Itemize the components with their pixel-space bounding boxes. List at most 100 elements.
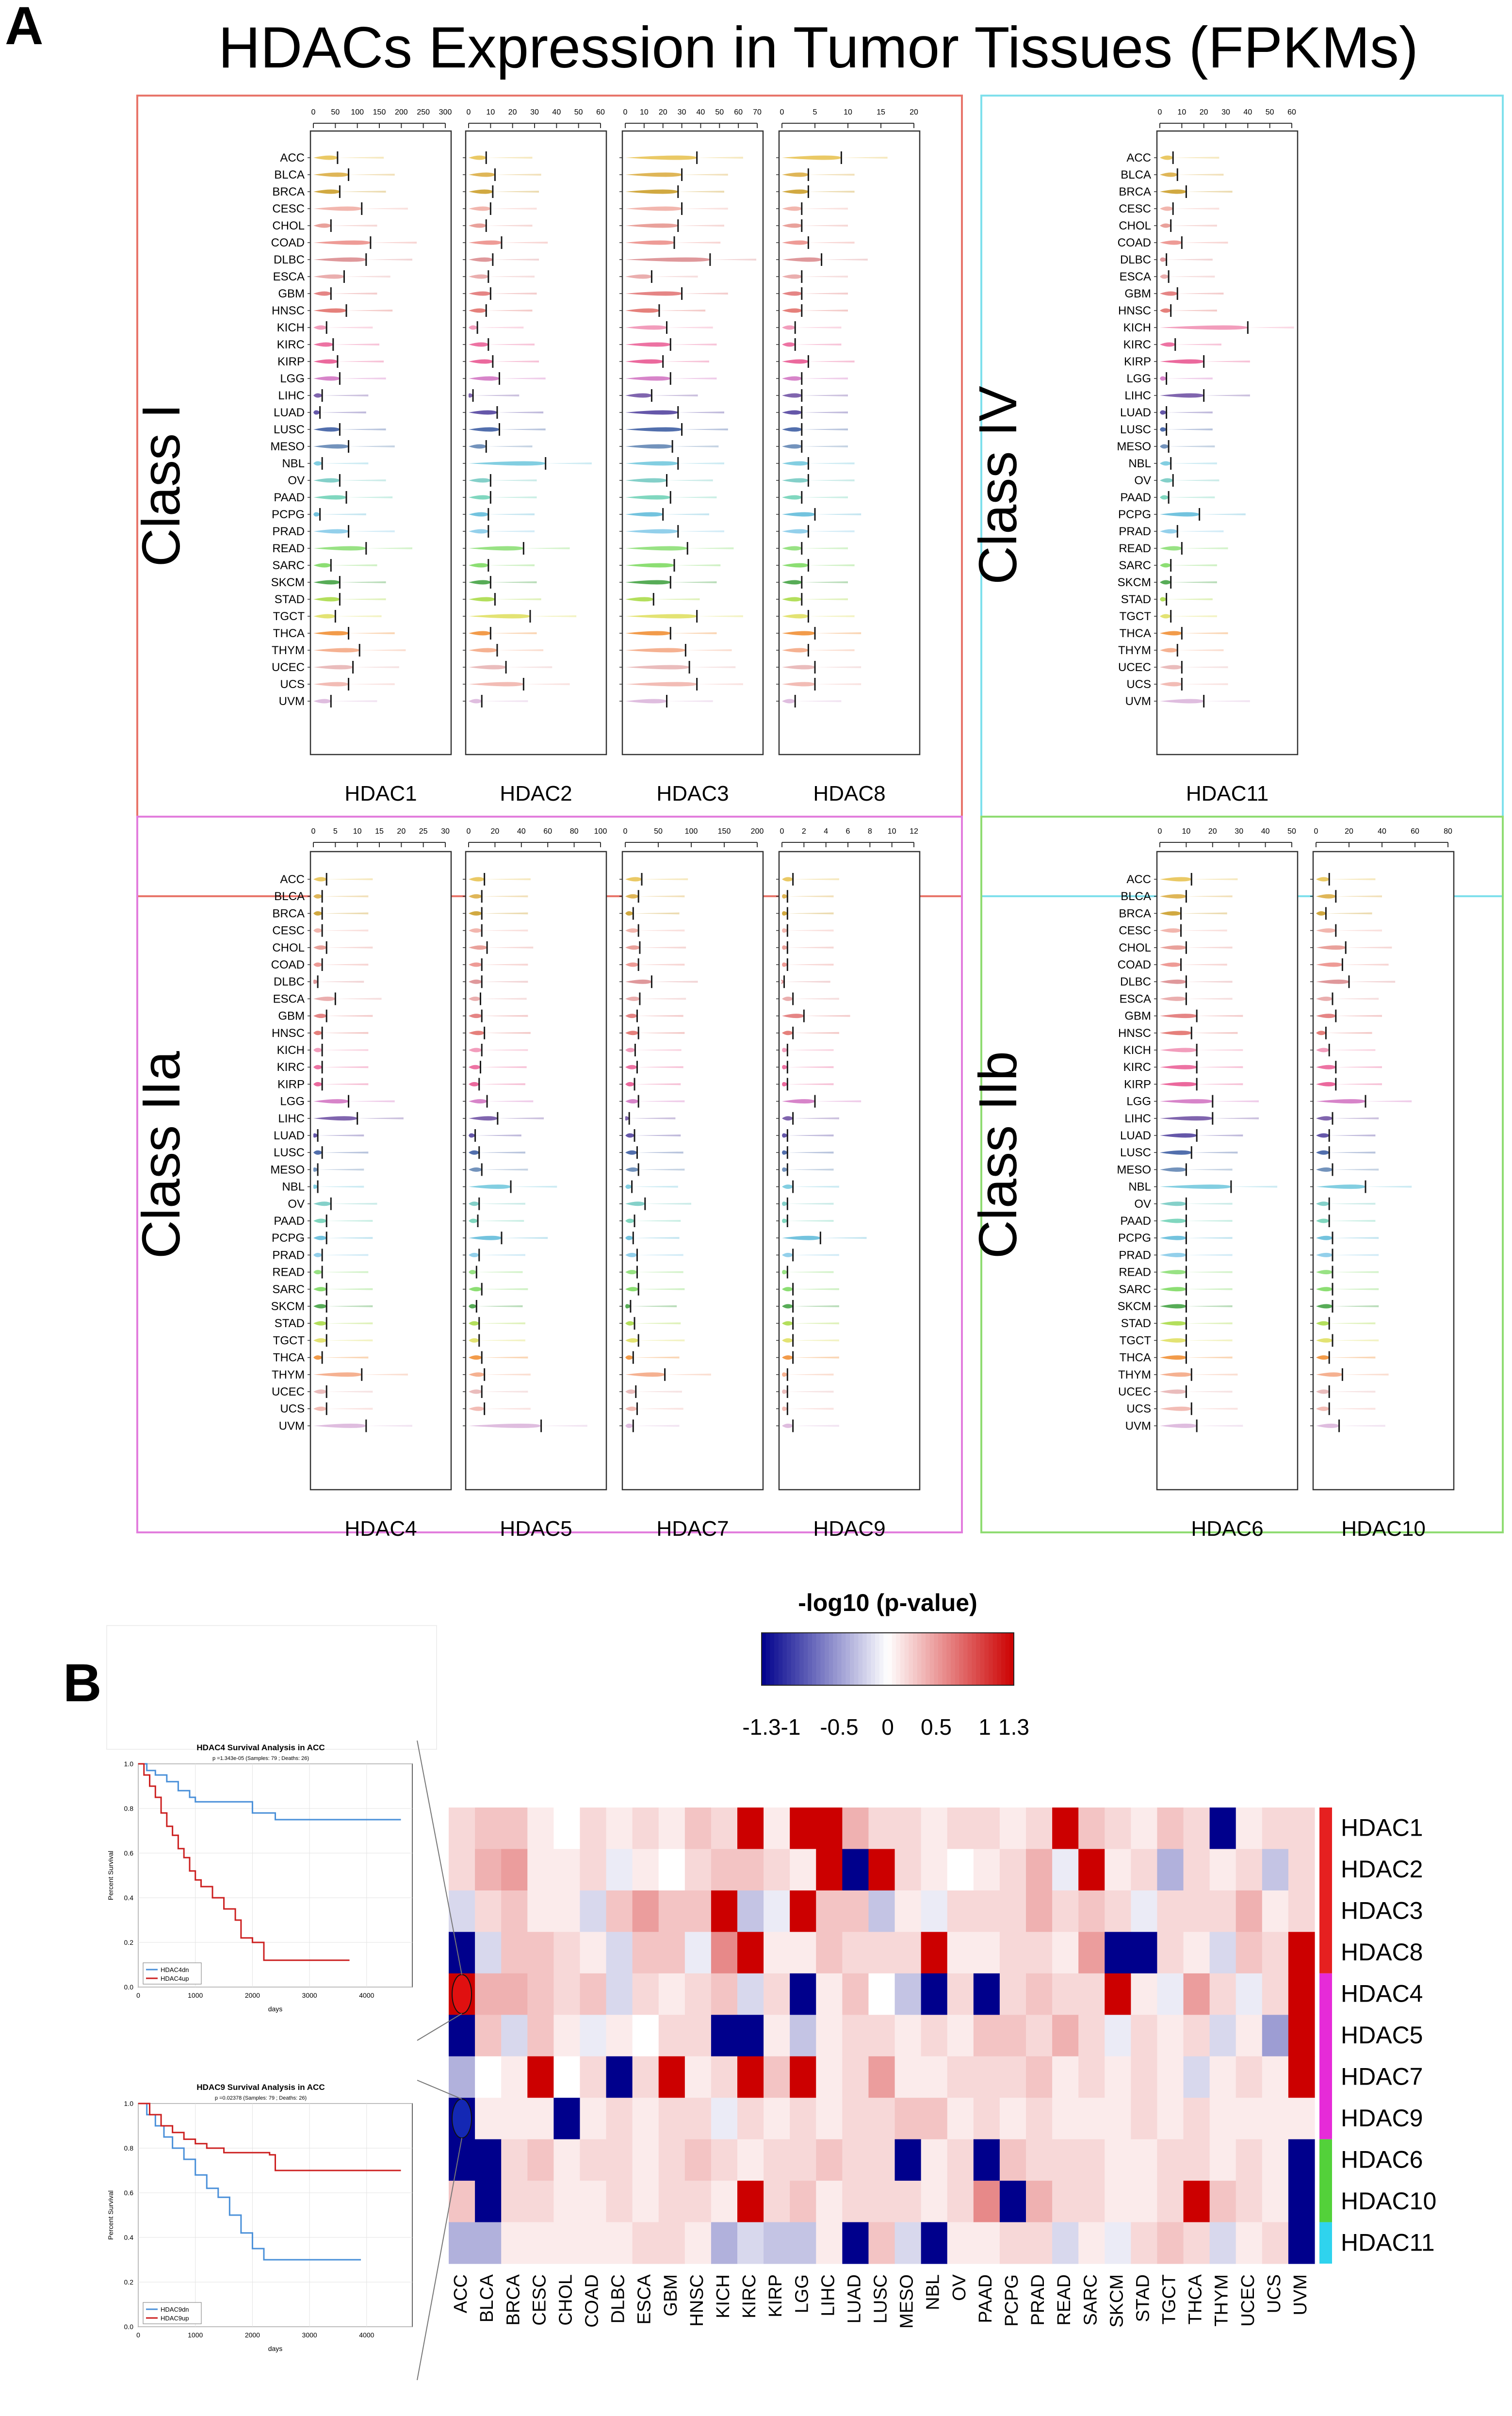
tumor-label: SKCM bbox=[1118, 1300, 1151, 1313]
violin-body bbox=[313, 614, 337, 619]
violin-body bbox=[469, 1014, 483, 1019]
violin-tail bbox=[1329, 1408, 1376, 1410]
violin-body bbox=[313, 1082, 324, 1086]
violin-body bbox=[625, 325, 668, 330]
violin-body bbox=[625, 1031, 640, 1035]
heatmap-cell bbox=[816, 1890, 843, 1932]
violin-tail bbox=[326, 1237, 373, 1239]
violin-body bbox=[625, 342, 672, 347]
violin-body bbox=[1316, 1270, 1333, 1275]
violin-tail bbox=[490, 293, 537, 295]
colorbar-segment bbox=[858, 1633, 863, 1685]
violin-body bbox=[625, 1389, 637, 1394]
violin-body bbox=[782, 665, 816, 670]
violin-tail bbox=[689, 666, 736, 668]
violin-body bbox=[625, 410, 679, 415]
violin-tail bbox=[1335, 929, 1382, 932]
violin-tail bbox=[635, 1391, 682, 1393]
violin-tail bbox=[801, 276, 848, 278]
violin-tail bbox=[497, 411, 544, 413]
violin-body bbox=[625, 996, 641, 1001]
heatmap-cell bbox=[1157, 2222, 1184, 2264]
gene-label: HDAC11 bbox=[1186, 782, 1268, 805]
tumor-label: THCA bbox=[273, 627, 305, 640]
violin-tail bbox=[808, 479, 855, 481]
violin-body bbox=[1160, 359, 1205, 364]
violin-tail bbox=[326, 1391, 373, 1393]
axis-tick-label: 15 bbox=[375, 827, 384, 836]
violin-tail bbox=[815, 632, 862, 634]
violin-body bbox=[1316, 1201, 1331, 1206]
heatmap-x-label: SKCM bbox=[1106, 2274, 1127, 2328]
violin-tail bbox=[348, 445, 395, 447]
violin-body bbox=[782, 291, 803, 296]
violin-body bbox=[1160, 1031, 1193, 1035]
violin-tail bbox=[337, 157, 384, 159]
heatmap-cell bbox=[894, 2222, 922, 2264]
violin-tail bbox=[637, 1066, 683, 1068]
violin-tail bbox=[1335, 1083, 1382, 1085]
heatmap-cell bbox=[816, 1973, 843, 2015]
violin-body bbox=[625, 240, 676, 245]
violin-tail bbox=[637, 1015, 683, 1017]
violin-body bbox=[313, 512, 321, 517]
violin-body bbox=[1160, 342, 1176, 347]
axis-tick-label: 10 bbox=[486, 108, 495, 116]
heatmap-cell bbox=[1209, 1890, 1236, 1932]
violin-tail bbox=[490, 479, 537, 481]
colorbar-segment bbox=[871, 1633, 876, 1685]
violin-tail bbox=[331, 564, 377, 566]
heatmap-cell bbox=[947, 2139, 974, 2181]
colorbar-segment bbox=[917, 1633, 922, 1685]
violin-body bbox=[1316, 1099, 1366, 1104]
violin-body bbox=[469, 478, 492, 483]
violin-tail bbox=[1333, 1305, 1379, 1307]
tumor-label: COAD bbox=[1118, 958, 1151, 971]
axis-tick-label: 20 bbox=[397, 827, 406, 836]
heatmap-cell bbox=[1209, 2181, 1236, 2223]
violin-body bbox=[1160, 597, 1168, 602]
tumor-label: THCA bbox=[1120, 1351, 1151, 1364]
violin-body bbox=[1160, 962, 1182, 967]
violin-body bbox=[782, 1031, 794, 1035]
heatmap-cell bbox=[527, 1849, 554, 1891]
violin-panels: Class I0 50 100 150 200 250 300ACCBLCABRCACESC… bbox=[131, 95, 1504, 1541]
colorbar-segment bbox=[1001, 1633, 1006, 1685]
violin-tail bbox=[348, 530, 395, 532]
heatmap-cell bbox=[1105, 1890, 1131, 1932]
heatmap-cell bbox=[658, 2181, 685, 2223]
violin-body bbox=[625, 597, 655, 602]
violin-tail bbox=[482, 964, 528, 966]
violin-body bbox=[625, 461, 679, 466]
heatmap-x-label: BRCA bbox=[503, 2274, 523, 2325]
plot-frame bbox=[1156, 130, 1299, 756]
violin-tail bbox=[1182, 666, 1228, 668]
violin-body bbox=[1160, 1235, 1187, 1240]
heatmap-cell bbox=[1052, 2056, 1079, 2098]
tumor-label: TGCT bbox=[1120, 610, 1152, 623]
heatmap-cell bbox=[1157, 2056, 1184, 2098]
violin-body bbox=[313, 1184, 319, 1189]
heatmap-cell bbox=[1183, 2139, 1210, 2181]
heatmap-cell bbox=[606, 2015, 633, 2057]
violin-tail bbox=[1166, 378, 1213, 379]
violin-tail bbox=[1191, 878, 1238, 880]
violin-tail bbox=[331, 1202, 377, 1205]
heatmap-x-label: CESC bbox=[529, 2274, 550, 2326]
heatmap-cell bbox=[1236, 2139, 1263, 2181]
heatmap-cell bbox=[1262, 2181, 1289, 2223]
heatmap-cell bbox=[449, 2139, 475, 2181]
violin-tail bbox=[1186, 1271, 1233, 1273]
heatmap-cell bbox=[580, 2015, 607, 2057]
violin-tail bbox=[322, 1032, 369, 1034]
violin-tail bbox=[801, 581, 848, 583]
violin-tail bbox=[1171, 462, 1217, 464]
tumor-label: KIRP bbox=[277, 1078, 305, 1091]
axis-tick-label: 12 bbox=[910, 827, 918, 836]
violin-body bbox=[313, 1338, 328, 1343]
tumor-label: CESC bbox=[1119, 202, 1151, 215]
violin-tail bbox=[1329, 1356, 1376, 1359]
tumor-label: STAD bbox=[1121, 593, 1151, 606]
heatmap-cell bbox=[606, 2098, 633, 2140]
violin-tail bbox=[634, 1322, 681, 1325]
